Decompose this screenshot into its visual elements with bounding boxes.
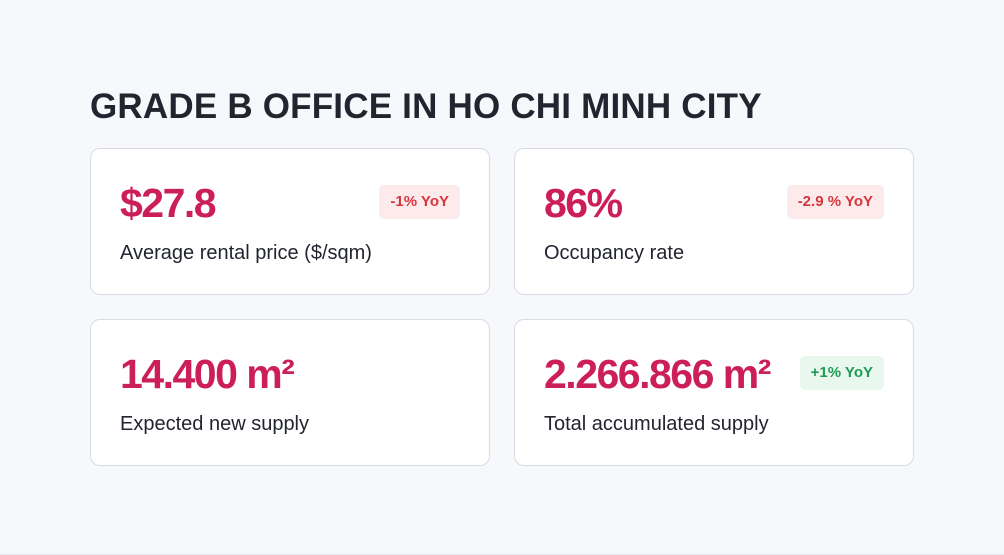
stat-label: Total accumulated supply (544, 413, 769, 435)
stat-value: 2.266.866 m² (544, 351, 771, 397)
stats-grid: $27.8 Average rental price ($/sqm) -1% Y… (90, 148, 914, 466)
dashboard: GRADE B OFFICE IN HO CHI MINH CITY $27.8… (90, 86, 914, 466)
stat-card-accumulated-supply: 2.266.866 m² Total accumulated supply +1… (514, 319, 914, 466)
stat-value: $27.8 (120, 180, 217, 226)
stat-label: Occupancy rate (544, 242, 685, 264)
stat-value: 14.400 m² (120, 351, 295, 397)
stat-card-new-supply: 14.400 m² Expected new supply (90, 319, 490, 466)
stat-label: Expected new supply (120, 413, 310, 435)
stat-value: 86% (544, 180, 623, 226)
stat-card-occupancy-rate: 86% Occupancy rate -2.9 % YoY (514, 148, 914, 295)
yoy-badge: -2.9 % YoY (786, 185, 884, 219)
stat-label: Average rental price ($/sqm) (120, 242, 372, 264)
yoy-badge: -1% YoY (379, 185, 460, 219)
yoy-badge: +1% YoY (799, 356, 884, 390)
stat-card-rental-price: $27.8 Average rental price ($/sqm) -1% Y… (90, 148, 490, 295)
page-title: GRADE B OFFICE IN HO CHI MINH CITY (90, 87, 762, 126)
